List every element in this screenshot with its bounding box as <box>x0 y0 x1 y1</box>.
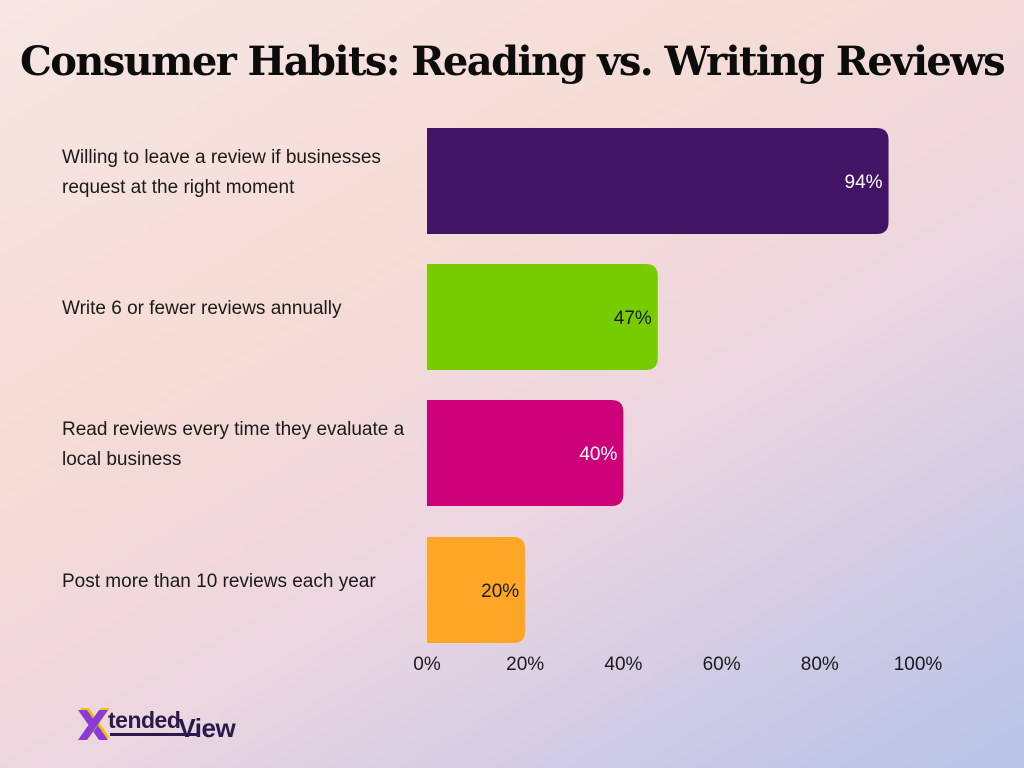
data-label-1: 94% <box>845 172 883 193</box>
category-label-1: Willing to leave a review if businesses … <box>62 147 381 198</box>
chart-title: Consumer Habits: Reading vs. Writing Rev… <box>19 38 1006 85</box>
brand-wordmark: tendedView <box>108 704 236 743</box>
x-tick-label: 40% <box>604 654 642 675</box>
brand-word-secondary: View <box>178 713 236 743</box>
x-tick-label: 100% <box>894 654 943 675</box>
bar-1 <box>427 128 889 234</box>
data-label-2: 47% <box>614 308 652 329</box>
bar-3 <box>427 400 624 506</box>
brand-word-primary: tended <box>108 707 181 733</box>
category-label-3: Read reviews every time they evaluate a … <box>62 419 405 470</box>
x-tick-label: 60% <box>703 654 741 675</box>
xtended-x-icon <box>78 708 110 740</box>
x-tick-label: 80% <box>801 654 839 675</box>
data-label-3: 40% <box>579 444 617 465</box>
bar-2 <box>427 264 658 370</box>
data-label-4: 20% <box>481 581 519 602</box>
brand-logo: tendedView <box>78 702 268 746</box>
bar-4 <box>427 537 526 643</box>
x-tick-label: 0% <box>413 654 441 675</box>
brand-underline <box>110 733 198 736</box>
category-label-4: Post more than 10 reviews each year <box>62 571 376 592</box>
x-tick-label: 20% <box>506 654 544 675</box>
category-label-2: Write 6 or fewer reviews annually <box>62 298 342 319</box>
